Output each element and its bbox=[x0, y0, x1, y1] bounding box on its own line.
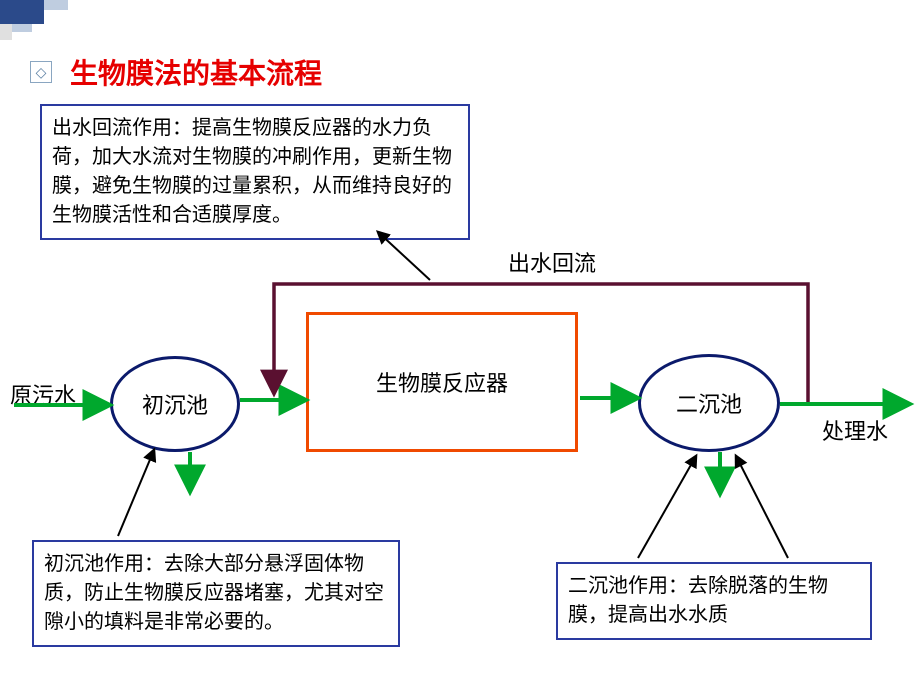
corner-decoration bbox=[0, 0, 140, 40]
note-secondary: 二沉池作用：去除脱落的生物膜，提高出水水质 bbox=[556, 562, 872, 640]
note-recycle: 出水回流作用：提高生物膜反应器的水力负荷，加大水流对生物膜的冲刷作用，更新生物膜… bbox=[40, 104, 470, 240]
node-primary-settler: 初沉池 bbox=[110, 356, 240, 452]
bullet-icon: ◇ bbox=[30, 61, 52, 83]
note-primary: 初沉池作用：去除大部分悬浮固体物质，防止生物膜反应器堵塞，尤其对空隙小的填料是非… bbox=[32, 540, 400, 647]
node-biofilm-reactor: 生物膜反应器 bbox=[306, 312, 578, 452]
label-raw-water: 原污水 bbox=[10, 378, 76, 410]
page-title: 生物膜法的基本流程 bbox=[70, 52, 322, 92]
label-recycle: 出水回流 bbox=[508, 246, 596, 278]
node-secondary-settler: 二沉池 bbox=[638, 354, 780, 452]
label-treated-water: 处理水 bbox=[822, 414, 888, 446]
